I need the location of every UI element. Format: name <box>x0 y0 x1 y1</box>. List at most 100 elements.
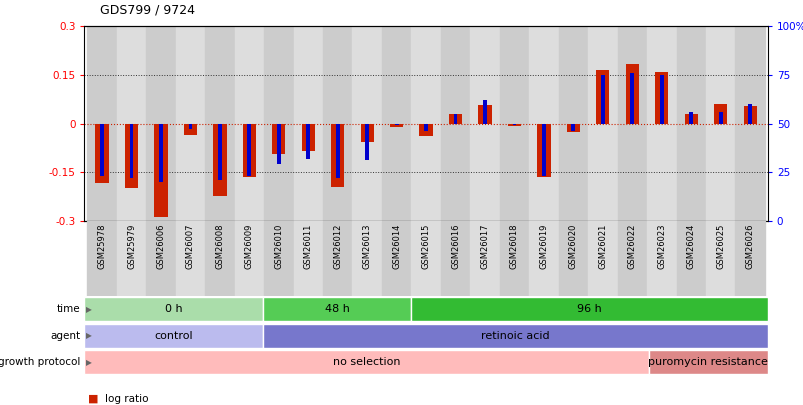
Text: puromycin resistance: puromycin resistance <box>648 357 768 367</box>
Bar <box>272 124 285 154</box>
Bar <box>116 26 146 221</box>
Bar <box>735 26 764 221</box>
Bar <box>617 26 646 221</box>
Text: GSM26009: GSM26009 <box>245 224 254 269</box>
Bar <box>424 124 427 131</box>
Bar <box>536 124 550 177</box>
Bar <box>588 26 617 221</box>
Text: 96 h: 96 h <box>577 305 601 314</box>
Bar <box>646 26 675 221</box>
Bar <box>499 26 528 221</box>
Bar <box>646 221 675 296</box>
Text: 0 h: 0 h <box>165 305 182 314</box>
Text: GSM26010: GSM26010 <box>274 224 283 269</box>
Bar <box>205 26 234 221</box>
Bar <box>558 26 588 221</box>
Bar <box>411 221 440 296</box>
Bar <box>84 350 648 374</box>
Bar <box>96 124 108 183</box>
Text: control: control <box>154 331 193 341</box>
Bar <box>748 104 751 124</box>
Bar <box>176 26 205 221</box>
Text: GSM26025: GSM26025 <box>715 224 724 269</box>
Text: ▶: ▶ <box>86 331 92 340</box>
Bar <box>630 73 634 124</box>
Bar <box>146 26 176 221</box>
Bar <box>600 75 604 124</box>
Bar <box>735 221 764 296</box>
Text: GDS799 / 9724: GDS799 / 9724 <box>100 3 195 16</box>
Text: retinoic acid: retinoic acid <box>480 331 549 341</box>
Text: ▶: ▶ <box>86 305 92 314</box>
Bar <box>648 350 767 374</box>
Bar <box>176 221 205 296</box>
Bar <box>323 221 352 296</box>
Bar <box>218 124 222 180</box>
Bar <box>675 221 705 296</box>
Bar <box>478 105 491 124</box>
Text: growth protocol: growth protocol <box>0 357 80 367</box>
Bar <box>411 297 767 322</box>
Bar <box>596 70 609 124</box>
Bar <box>389 124 403 127</box>
Bar <box>528 221 558 296</box>
Text: GSM26013: GSM26013 <box>362 224 371 269</box>
Bar <box>234 221 263 296</box>
Text: GSM26012: GSM26012 <box>332 224 342 269</box>
Bar <box>263 297 411 322</box>
Text: GSM26017: GSM26017 <box>480 224 489 269</box>
Text: GSM26006: GSM26006 <box>157 224 165 269</box>
Bar <box>588 221 617 296</box>
Bar <box>276 124 280 164</box>
Bar <box>688 112 692 124</box>
Bar <box>499 221 528 296</box>
Text: ▶: ▶ <box>86 358 92 367</box>
Bar <box>184 124 197 135</box>
Bar <box>705 221 735 296</box>
Bar <box>394 124 398 126</box>
Text: no selection: no selection <box>332 357 400 367</box>
Bar <box>213 124 226 196</box>
Bar <box>440 221 470 296</box>
Bar <box>683 114 697 124</box>
Bar <box>453 114 457 124</box>
Bar <box>352 26 381 221</box>
Bar <box>146 221 176 296</box>
Text: GSM25978: GSM25978 <box>97 224 107 269</box>
Text: GSM26022: GSM26022 <box>627 224 636 269</box>
Bar <box>541 124 545 176</box>
Bar <box>352 221 381 296</box>
Bar <box>483 100 487 124</box>
Bar <box>558 221 588 296</box>
Text: agent: agent <box>51 331 80 341</box>
Text: log ratio: log ratio <box>104 394 148 404</box>
Bar <box>512 124 516 126</box>
Text: GSM26014: GSM26014 <box>392 224 401 269</box>
Bar <box>88 221 116 296</box>
Text: GSM26016: GSM26016 <box>450 224 459 269</box>
Bar <box>659 75 662 124</box>
Text: GSM25979: GSM25979 <box>127 224 136 269</box>
Bar <box>675 26 705 221</box>
Text: GSM26008: GSM26008 <box>215 224 224 269</box>
Bar <box>411 26 440 221</box>
Bar <box>571 124 575 131</box>
Bar <box>306 124 310 158</box>
Bar <box>323 26 352 221</box>
Bar <box>470 26 499 221</box>
Text: GSM26015: GSM26015 <box>421 224 430 269</box>
Bar <box>448 115 462 124</box>
Text: GSM26019: GSM26019 <box>539 224 548 269</box>
Bar <box>381 221 411 296</box>
Bar <box>100 124 104 176</box>
Bar <box>360 124 373 142</box>
Bar <box>129 124 133 178</box>
Bar <box>440 26 470 221</box>
Bar <box>381 26 411 221</box>
Bar <box>528 26 558 221</box>
Bar <box>263 26 293 221</box>
Bar <box>293 221 323 296</box>
Text: 48 h: 48 h <box>324 305 349 314</box>
Bar <box>507 124 520 126</box>
Text: GSM26020: GSM26020 <box>569 224 577 269</box>
